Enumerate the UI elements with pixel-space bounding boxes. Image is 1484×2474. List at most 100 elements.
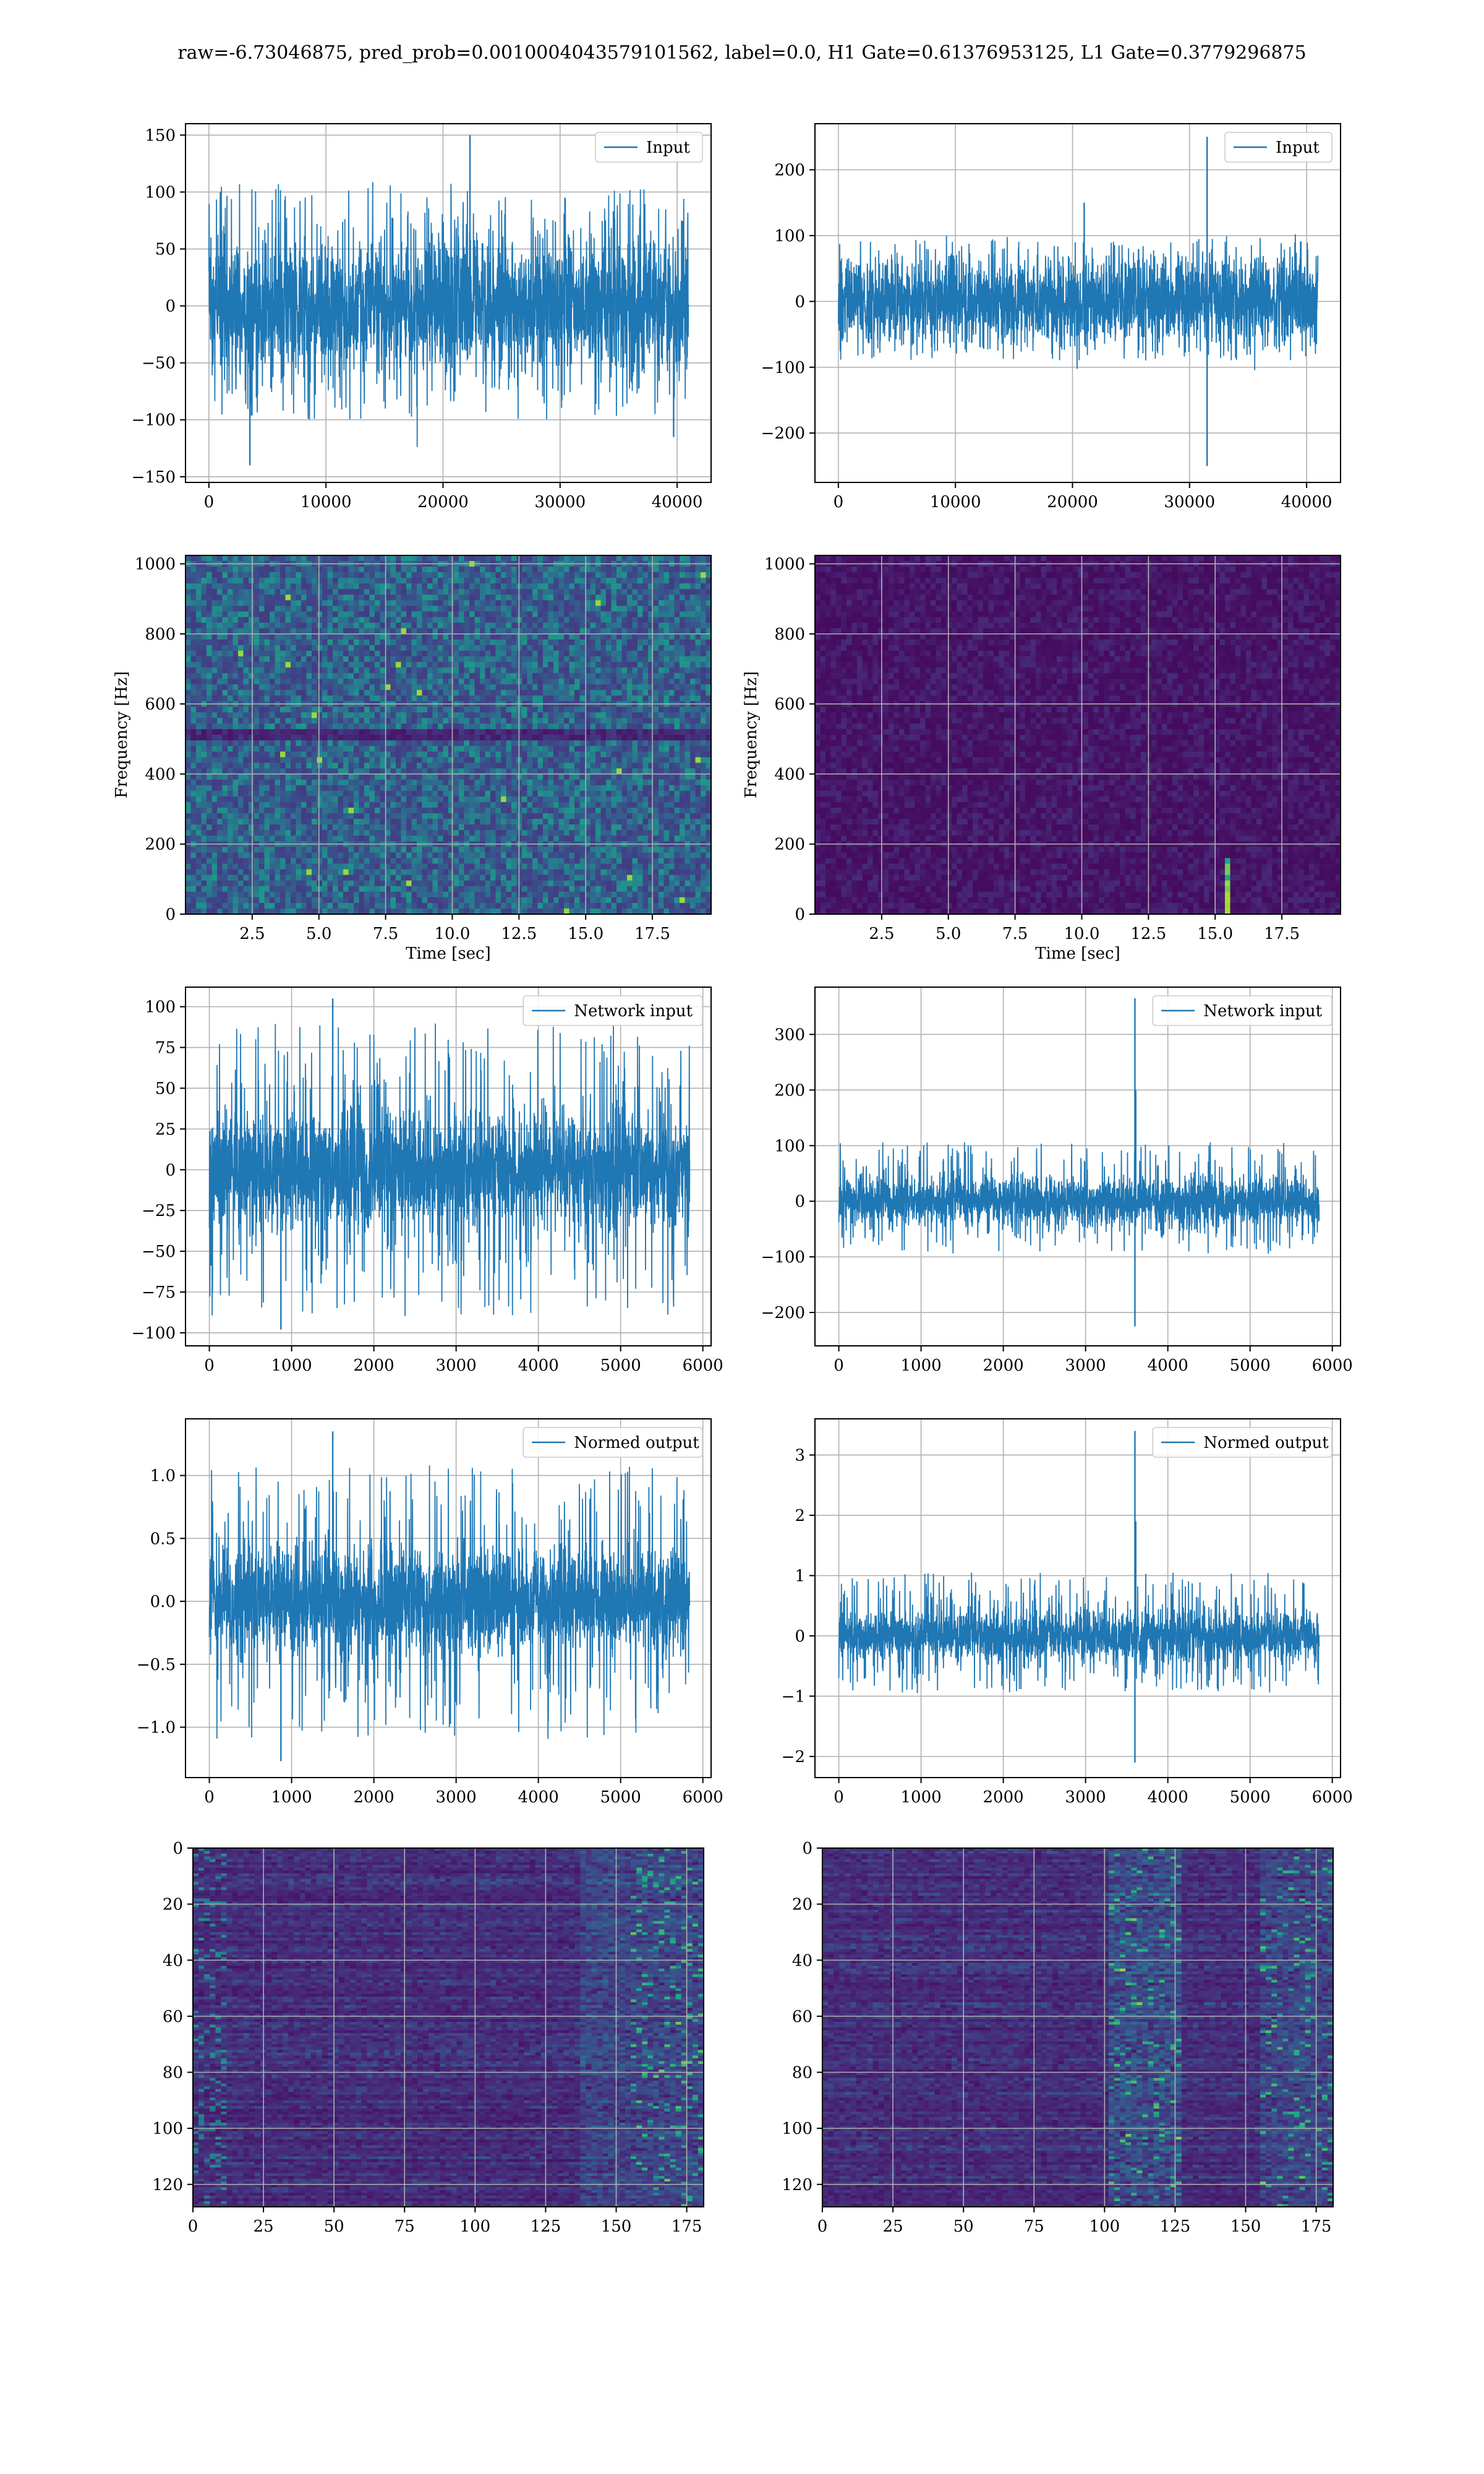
heatmap-cell: [695, 779, 701, 786]
heatmap-cell: [474, 645, 480, 651]
heatmap-cell: [380, 717, 386, 724]
heatmap-cell: [354, 555, 360, 562]
heatmap-cell: [600, 656, 607, 662]
heatmap-cell: [222, 796, 228, 803]
heatmap-cell: [553, 662, 560, 668]
heatmap-cell: [338, 746, 344, 752]
heatmap-cell: [606, 567, 612, 573]
heatmap-cell: [275, 578, 281, 584]
heatmap-cell: [527, 673, 533, 679]
heatmap-cell: [695, 757, 701, 763]
heatmap-cell: [338, 729, 344, 735]
heatmap-cell: [359, 578, 365, 584]
heatmap-cell: [537, 684, 544, 691]
heatmap-cell: [485, 589, 491, 596]
heatmap-cell: [207, 662, 213, 668]
heatmap-cell: [543, 818, 549, 825]
heatmap-cell: [511, 628, 518, 635]
heatmap-cell: [343, 818, 349, 825]
heatmap-cell: [333, 645, 339, 651]
heatmap-cell: [690, 779, 696, 786]
heatmap-cell: [432, 673, 438, 679]
heatmap-cell: [621, 673, 628, 679]
heatmap-cell: [280, 567, 286, 573]
heatmap-cell: [243, 673, 249, 679]
heatmap-cell: [506, 813, 512, 820]
heatmap-cell: [632, 763, 638, 769]
heatmap-cell: [480, 695, 486, 702]
heatmap-cell: [369, 617, 375, 623]
heatmap-cell: [638, 639, 644, 646]
heatmap-cell: [243, 690, 249, 696]
heatmap-cell: [616, 779, 623, 786]
heatmap-cell: [232, 796, 239, 803]
heatmap-cell: [438, 673, 444, 679]
heatmap-cell: [259, 678, 265, 685]
heatmap-cell: [548, 673, 554, 679]
heatmap-cell: [270, 796, 276, 803]
heatmap-cell: [506, 802, 512, 808]
heatmap-cell: [380, 757, 386, 763]
heatmap-cell: [291, 802, 297, 808]
heatmap-cell: [448, 723, 454, 730]
heatmap-cell: [532, 779, 539, 786]
heatmap-cell: [506, 740, 512, 747]
heatmap-cell: [306, 628, 312, 635]
heatmap-cell: [217, 824, 223, 831]
heatmap-cell: [558, 824, 565, 831]
heatmap-cell: [469, 774, 475, 781]
heatmap-cell: [464, 818, 470, 825]
heatmap-cell: [259, 763, 265, 769]
heatmap-cell: [364, 594, 370, 601]
heatmap-cell: [527, 567, 533, 573]
heatmap-cell: [432, 600, 438, 607]
heatmap-cell: [543, 578, 549, 584]
heatmap-cell: [464, 662, 470, 668]
heatmap-cell: [511, 622, 518, 629]
heatmap-cell: [254, 667, 260, 674]
heatmap-cell: [354, 807, 360, 814]
heatmap-cell: [501, 790, 507, 797]
heatmap-cell: [375, 717, 381, 724]
heatmap-cell: [190, 572, 197, 578]
heatmap-cell: [301, 617, 307, 623]
heatmap-cell: [264, 785, 270, 792]
heatmap-cell: [427, 611, 433, 618]
heatmap-cell: [558, 567, 565, 573]
heatmap-cell: [396, 774, 402, 781]
heatmap-cell: [464, 656, 470, 662]
heatmap-cell: [338, 779, 344, 786]
heatmap-cell: [558, 662, 565, 668]
heatmap-cell: [343, 651, 349, 657]
heatmap-cell: [501, 763, 507, 769]
heatmap-cell: [543, 639, 549, 646]
heatmap-cell: [432, 818, 438, 825]
heatmap-cell: [674, 779, 680, 786]
heatmap-cell: [406, 684, 412, 691]
heatmap-cell: [301, 667, 307, 674]
heatmap-cell: [201, 555, 207, 562]
heatmap-cell: [695, 807, 701, 814]
heatmap-cell: [190, 606, 197, 612]
heatmap-cell: [217, 662, 223, 668]
heatmap-cell: [706, 746, 711, 752]
heatmap-cell: [211, 651, 218, 657]
heatmap-cell: [627, 594, 633, 601]
heatmap-cell: [249, 622, 255, 629]
heatmap-cell: [354, 690, 360, 696]
heatmap-cell: [669, 818, 675, 825]
heatmap-cell: [443, 813, 449, 820]
heatmap-cell: [427, 645, 433, 651]
heatmap-cell: [348, 735, 354, 741]
heatmap-cell: [680, 600, 686, 607]
heatmap-cell: [232, 662, 239, 668]
heatmap-cell: [417, 673, 423, 679]
heatmap-cell: [190, 651, 197, 657]
heatmap-cell: [706, 667, 711, 674]
heatmap-cell: [275, 729, 281, 735]
heatmap-cell: [600, 578, 607, 584]
heatmap-cell: [600, 706, 607, 713]
heatmap-cell: [411, 645, 417, 651]
heatmap-cell: [511, 667, 518, 674]
heatmap-cell: [569, 628, 575, 635]
